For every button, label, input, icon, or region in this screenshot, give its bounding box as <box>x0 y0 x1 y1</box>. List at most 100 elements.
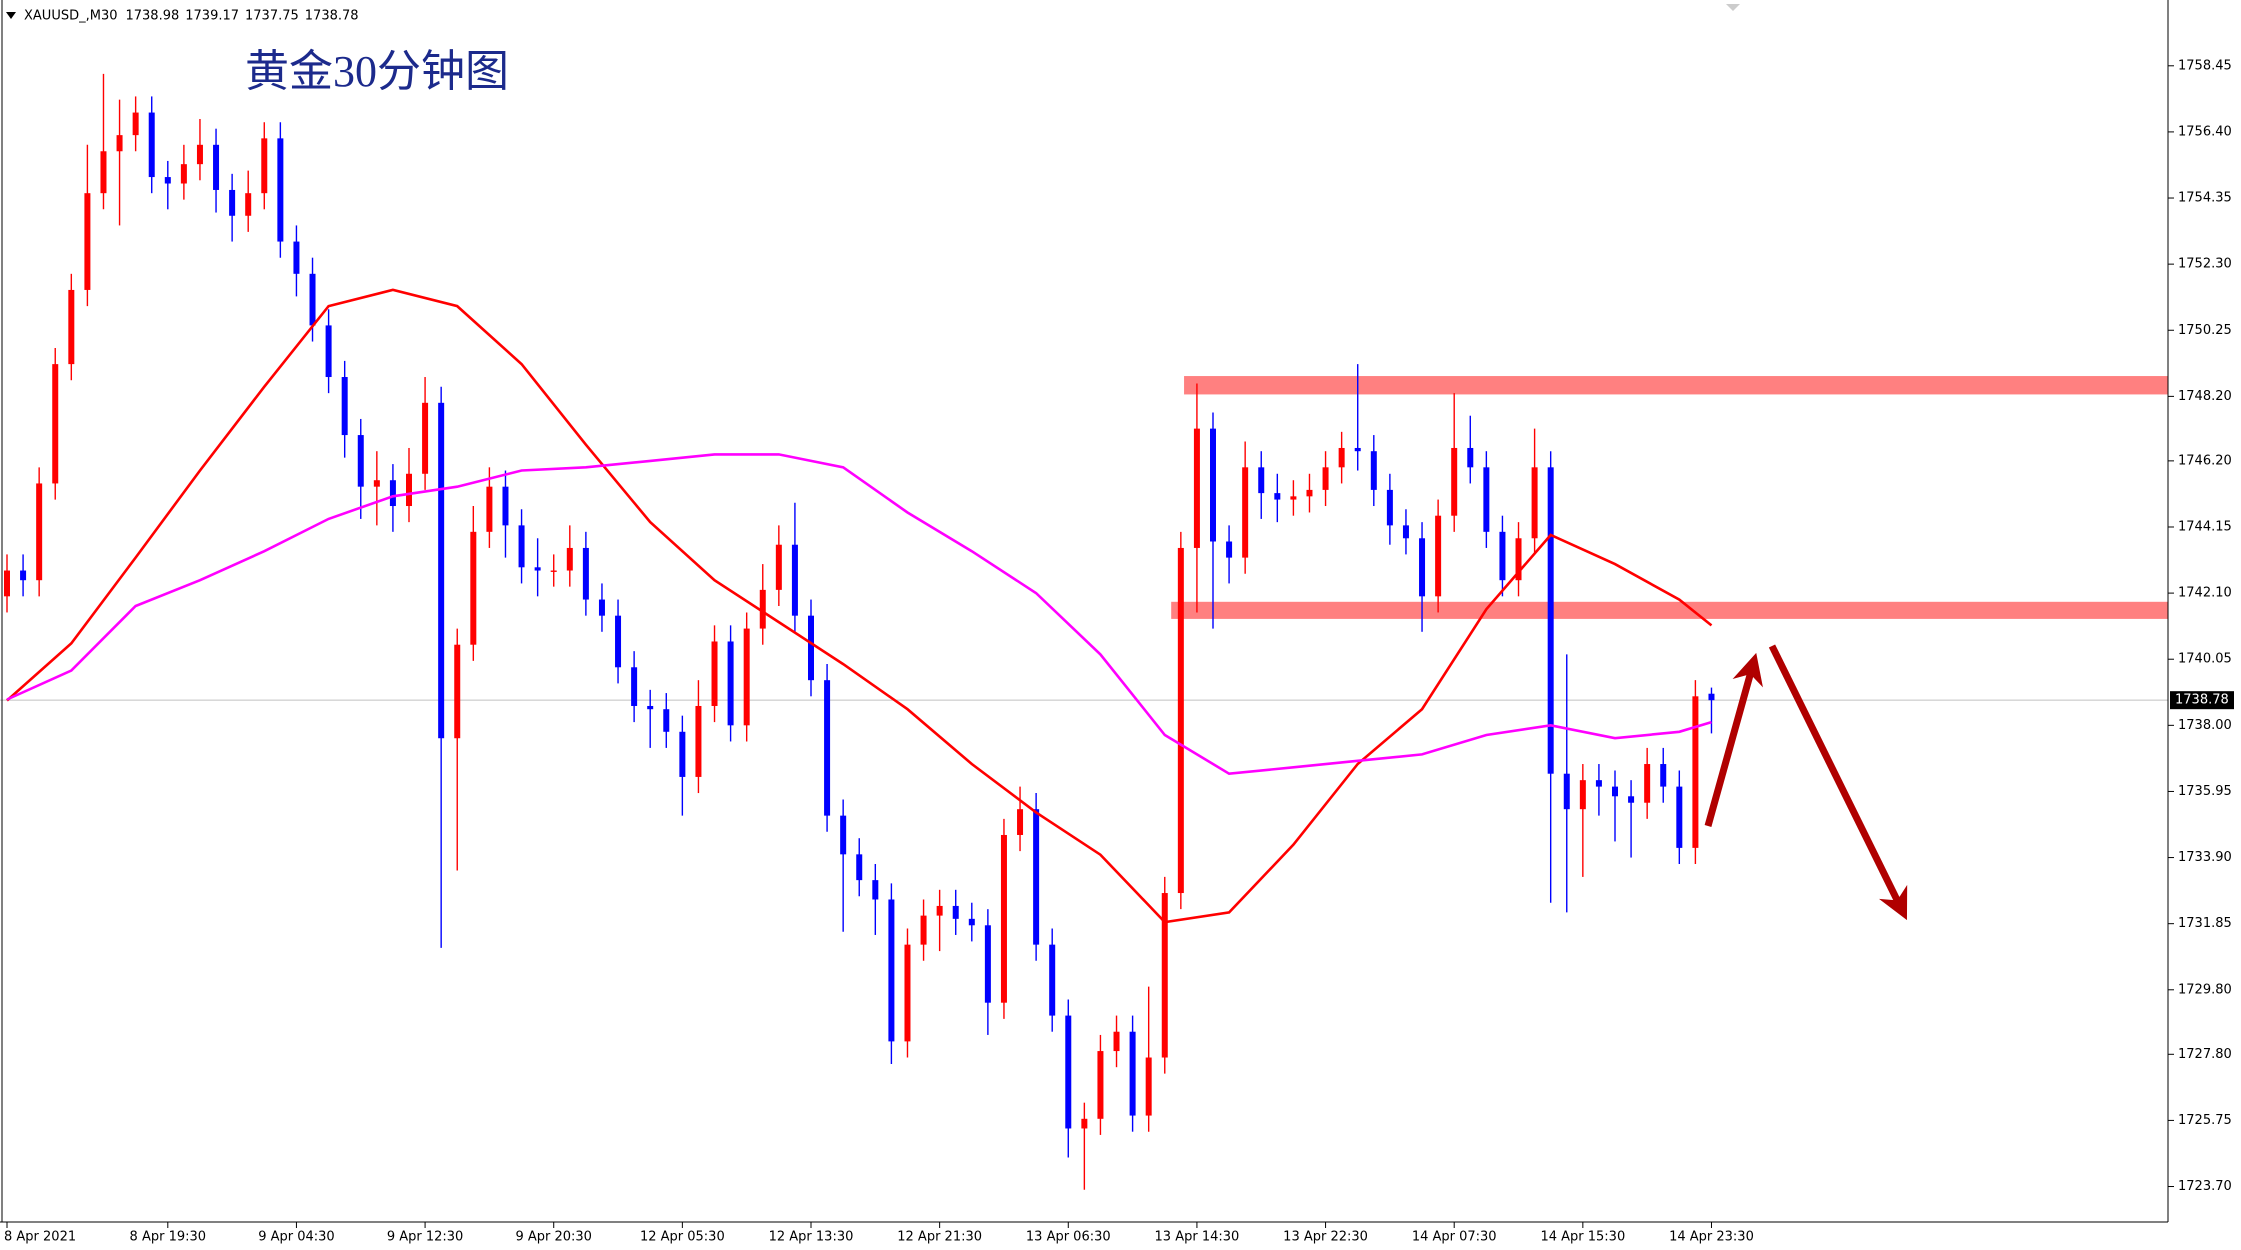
header-low: 1737.75 <box>245 9 299 24</box>
candle-body <box>1612 786 1618 797</box>
candle-body <box>840 815 847 855</box>
y-tick-label: 1754.35 <box>2178 191 2232 206</box>
x-tick-label: 14 Apr 07:30 <box>1412 1230 1497 1245</box>
candle-body <box>872 880 879 900</box>
header-high: 1739.17 <box>185 9 239 24</box>
candle-body <box>598 599 605 616</box>
candle-body <box>1515 538 1522 581</box>
candle-body <box>100 151 107 194</box>
y-tick-label: 1733.90 <box>2178 850 2232 865</box>
candle-body <box>1435 515 1442 597</box>
candle-body <box>1338 447 1345 468</box>
candle-body <box>245 193 252 216</box>
plot-area <box>0 73 2168 1190</box>
candle-body <box>1017 809 1024 835</box>
candle-body <box>373 480 380 487</box>
candle-body <box>20 570 27 581</box>
candle-body <box>888 899 895 1042</box>
candle-body <box>277 138 284 242</box>
candle-body <box>920 915 927 945</box>
y-tick-label: 1725.75 <box>2178 1113 2232 1128</box>
candle-body <box>357 435 364 487</box>
y-tick-label: 1735.95 <box>2178 784 2232 799</box>
candle-body <box>1145 1057 1152 1116</box>
candle-body <box>566 547 573 571</box>
chart-title: 黄金30分钟图 <box>245 47 509 96</box>
x-tick-label: 12 Apr 21:30 <box>897 1230 982 1245</box>
y-tick-label: 1752.30 <box>2178 257 2232 272</box>
moving-average <box>6 288 1713 924</box>
last-price-box <box>2170 691 2234 710</box>
x-tick-label: 8 Apr 19:30 <box>130 1230 207 1245</box>
candle-body <box>325 325 332 378</box>
candle-body <box>1226 541 1233 558</box>
x-tick-label: 8 Apr 2021 <box>4 1230 76 1245</box>
x-tick-label: 13 Apr 22:30 <box>1283 1230 1368 1245</box>
candle-body <box>1563 773 1570 810</box>
scroll-marker <box>1726 4 1740 11</box>
x-tick-label: 9 Apr 12:30 <box>387 1230 464 1245</box>
resistance-zone <box>1184 376 2168 395</box>
candle-body <box>180 164 187 184</box>
candle-body <box>984 925 991 1003</box>
y-tick-label: 1750.25 <box>2178 323 2232 338</box>
candle-body <box>1676 786 1683 848</box>
candle-body <box>196 144 203 165</box>
candle-body <box>1354 447 1361 452</box>
candle-body <box>486 486 493 532</box>
resistance-zone <box>1171 601 2168 619</box>
y-tick-label: 1744.15 <box>2178 519 2232 534</box>
last-price-label: 1738.78 <box>2175 693 2229 708</box>
candle-body <box>615 615 622 668</box>
x-tick-label: 12 Apr 05:30 <box>640 1230 725 1245</box>
candle-body <box>1531 467 1538 539</box>
candle-body <box>1065 1015 1072 1129</box>
candle-body <box>534 567 541 571</box>
candle-body <box>309 273 316 326</box>
candle-body <box>422 402 429 474</box>
y-tick-label: 1748.20 <box>2178 389 2232 404</box>
candle-body <box>791 544 798 616</box>
candle-body <box>229 189 236 216</box>
candle-body <box>1499 531 1506 581</box>
candle-body <box>502 486 509 526</box>
candle-body <box>1161 893 1168 1058</box>
candle-body <box>952 905 959 919</box>
candle-body <box>808 615 814 681</box>
candle-body <box>1547 467 1554 774</box>
x-tick-label: 13 Apr 06:30 <box>1026 1230 1111 1245</box>
candle-body <box>631 667 638 706</box>
candle-body <box>695 705 702 777</box>
candle-body <box>679 731 686 777</box>
x-tick-label: 12 Apr 13:30 <box>769 1230 854 1245</box>
candle-body <box>293 241 300 274</box>
y-tick-label: 1731.85 <box>2178 916 2232 931</box>
candle-body <box>743 628 750 726</box>
x-tick-label: 14 Apr 15:30 <box>1540 1230 1625 1245</box>
candle-body <box>132 112 139 136</box>
candle-body <box>1467 447 1474 468</box>
candle-body <box>936 905 943 916</box>
candle-body <box>550 570 557 572</box>
y-tick-label: 1746.20 <box>2178 453 2232 468</box>
x-tick-label: 14 Apr 23:30 <box>1669 1230 1754 1245</box>
candle-body <box>1290 496 1297 500</box>
candle-body <box>438 402 445 739</box>
candle-body <box>84 193 91 290</box>
header-open: 1738.98 <box>125 9 179 24</box>
annotation-arrows <box>1704 644 1908 921</box>
candle-body <box>1483 467 1490 532</box>
candle-body <box>116 135 123 152</box>
candle-body <box>213 144 220 190</box>
candle-body <box>454 644 461 739</box>
candle-body <box>36 483 43 581</box>
candle-body <box>711 641 718 706</box>
candle-body <box>1628 796 1635 803</box>
candle-body <box>1242 467 1249 558</box>
candle-body <box>148 112 155 178</box>
candle-body <box>389 480 396 507</box>
moving-average <box>6 453 1712 776</box>
candle-body <box>164 177 171 184</box>
